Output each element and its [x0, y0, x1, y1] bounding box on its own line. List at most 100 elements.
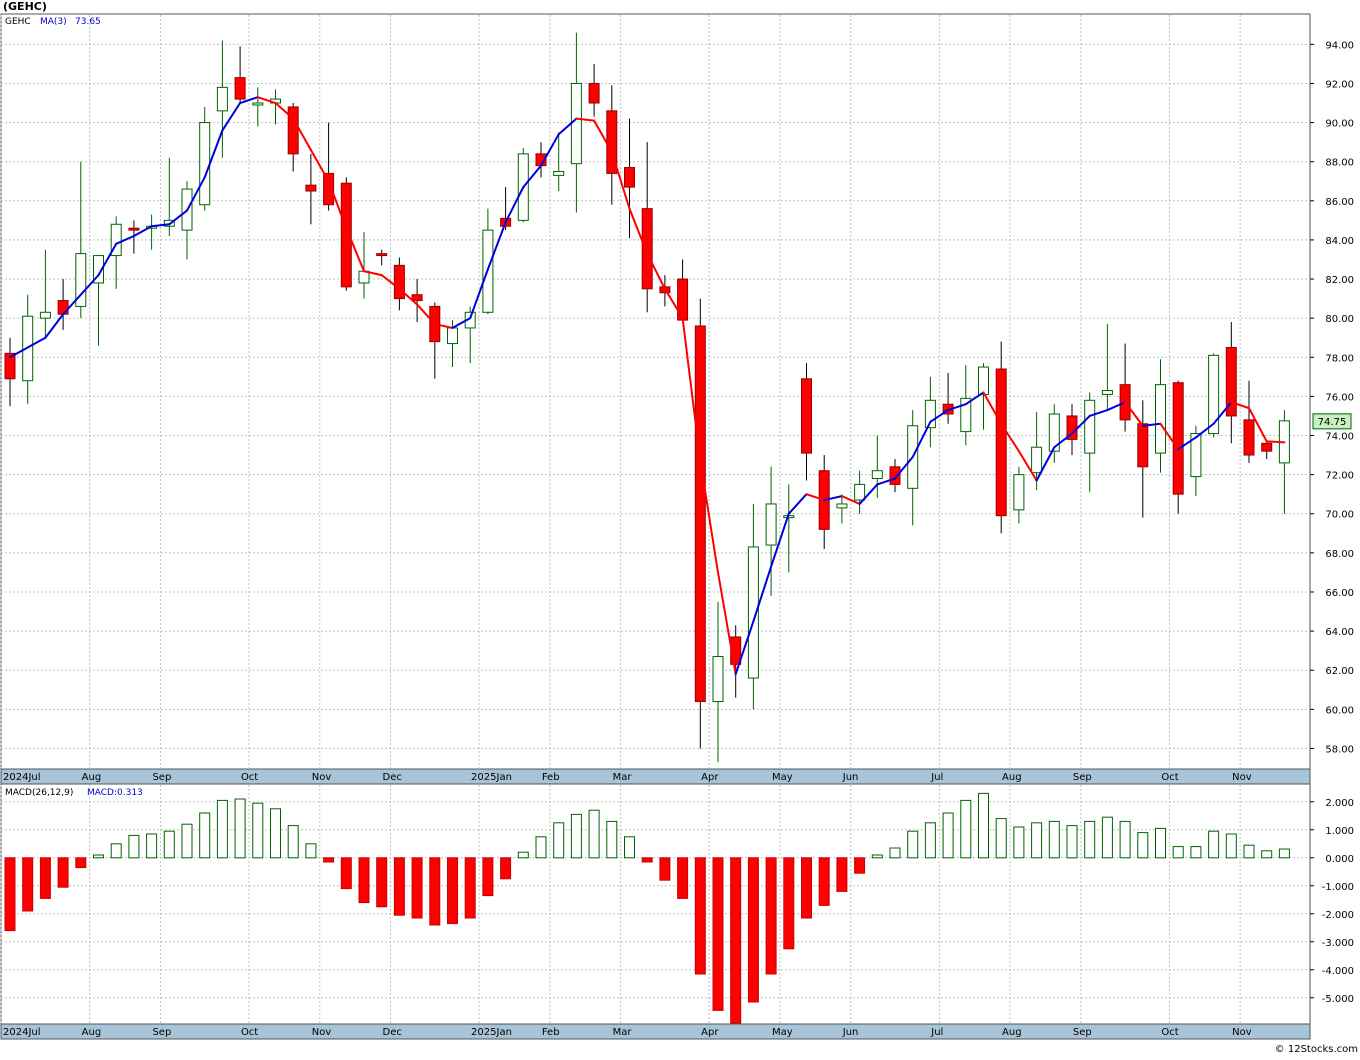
ma-segment — [557, 117, 578, 136]
candle-body — [712, 656, 724, 703]
macd-bar — [234, 798, 246, 859]
candle — [234, 46, 246, 104]
candle — [1013, 466, 1025, 524]
ma-segment — [79, 274, 100, 296]
candle-body — [624, 167, 635, 188]
macd-bar — [146, 833, 158, 859]
price-y-tick-label: 88.00 — [1325, 158, 1354, 169]
last-price-tag: 74.75 — [1312, 413, 1352, 430]
macd-bar — [978, 792, 989, 859]
price-y-tick-label: 80.00 — [1325, 314, 1354, 325]
macd-bar — [1084, 820, 1096, 859]
ma-segment — [894, 456, 914, 480]
ma-segment — [1000, 422, 1020, 453]
macd-bar — [624, 836, 635, 859]
candle — [252, 87, 264, 127]
ma-segment — [1177, 436, 1197, 451]
ma-segment — [699, 459, 719, 574]
ma-segment — [787, 493, 808, 515]
ma-segment — [44, 313, 65, 339]
date-tick-label: 2025Jan — [471, 772, 512, 783]
candle-body — [978, 366, 989, 395]
macd-bar — [1101, 816, 1113, 859]
candle-body — [323, 172, 335, 206]
date-tick-label: 2024Jul — [3, 1027, 41, 1038]
price-y-tick-label: 76.00 — [1325, 392, 1354, 403]
ma-segment — [982, 391, 1003, 425]
date-tick-label: Feb — [542, 772, 560, 783]
candle — [624, 118, 635, 238]
date-tick-label: Oct — [241, 1027, 258, 1038]
date-tick-label: Jun — [842, 1027, 859, 1038]
ma-segment — [593, 119, 613, 153]
date-tick-label: Oct — [241, 772, 258, 783]
candle — [712, 601, 724, 763]
candle-body — [1155, 384, 1166, 454]
date-tick-label: Sep — [1073, 1027, 1092, 1038]
ma-segment — [203, 129, 224, 179]
date-tick-label: Dec — [383, 772, 402, 783]
macd-bar — [22, 857, 34, 912]
date-axis-strip-bottom — [0, 1023, 1311, 1040]
macd-y-tick-label: -5.000 — [1322, 994, 1354, 1005]
ma-segment — [610, 150, 631, 210]
macd-panel — [0, 783, 1311, 1025]
macd-y-tick-label: -1.000 — [1322, 882, 1354, 893]
ma-segment — [858, 483, 879, 505]
ma-segment — [469, 268, 489, 320]
candle-body — [570, 82, 582, 165]
price-y-tick-label: 84.00 — [1325, 236, 1354, 247]
macd-bar — [606, 820, 618, 859]
candle — [1101, 324, 1113, 411]
price-y-tick-label: 78.00 — [1325, 353, 1354, 364]
ma-segment — [770, 512, 790, 568]
ma-segment — [805, 493, 826, 502]
date-tick-label: Nov — [312, 772, 332, 783]
candle-body — [960, 397, 972, 433]
candle-body — [1225, 346, 1237, 417]
date-tick-label: 2024Jul — [3, 772, 41, 783]
candle — [4, 337, 16, 407]
candle — [836, 494, 848, 524]
ma-segment — [62, 293, 82, 316]
date-tick-label: May — [772, 1027, 793, 1038]
legend-symbol: GEHC — [5, 17, 31, 27]
ma-segment — [274, 102, 295, 120]
macd-bar — [907, 830, 919, 859]
price-y-tick-label: 70.00 — [1325, 510, 1354, 521]
macd-bar — [960, 799, 972, 859]
ma-segment — [823, 495, 843, 502]
price-y-tick-label: 66.00 — [1325, 588, 1354, 599]
macd-bar — [818, 857, 830, 906]
date-tick-label: Jul — [930, 1027, 943, 1038]
candle-body — [4, 352, 16, 380]
candle — [995, 341, 1007, 534]
date-tick-label: Feb — [542, 1027, 560, 1038]
macd-bar — [199, 812, 211, 859]
candle-body — [216, 86, 228, 112]
ticker-header: (GEHC) — [3, 0, 47, 13]
macd-legend-label: MACD(26,12,9) — [5, 788, 73, 798]
macd-bar — [216, 799, 228, 859]
price-y-tick-label: 72.00 — [1325, 471, 1354, 482]
macd-y-tick-label: 1.000 — [1325, 826, 1354, 837]
candle — [694, 298, 706, 749]
macd-bar — [854, 857, 866, 874]
candle — [1155, 359, 1166, 473]
candle — [39, 249, 51, 338]
ma-segment — [292, 117, 312, 151]
macd-bar — [57, 857, 69, 888]
macd-bar — [588, 809, 600, 859]
macd-bar — [747, 857, 759, 1003]
candle-body — [1208, 354, 1220, 435]
date-tick-label: Aug — [1002, 1027, 1022, 1038]
candle-body — [1013, 474, 1025, 511]
candlestick-series — [4, 32, 1290, 763]
candle-body — [801, 378, 812, 454]
macd-bar — [1048, 820, 1060, 859]
price-y-tick-label: 62.00 — [1325, 666, 1354, 677]
macd-histogram — [4, 792, 1290, 1024]
candle-body — [1048, 413, 1060, 452]
candle-body — [305, 184, 317, 192]
